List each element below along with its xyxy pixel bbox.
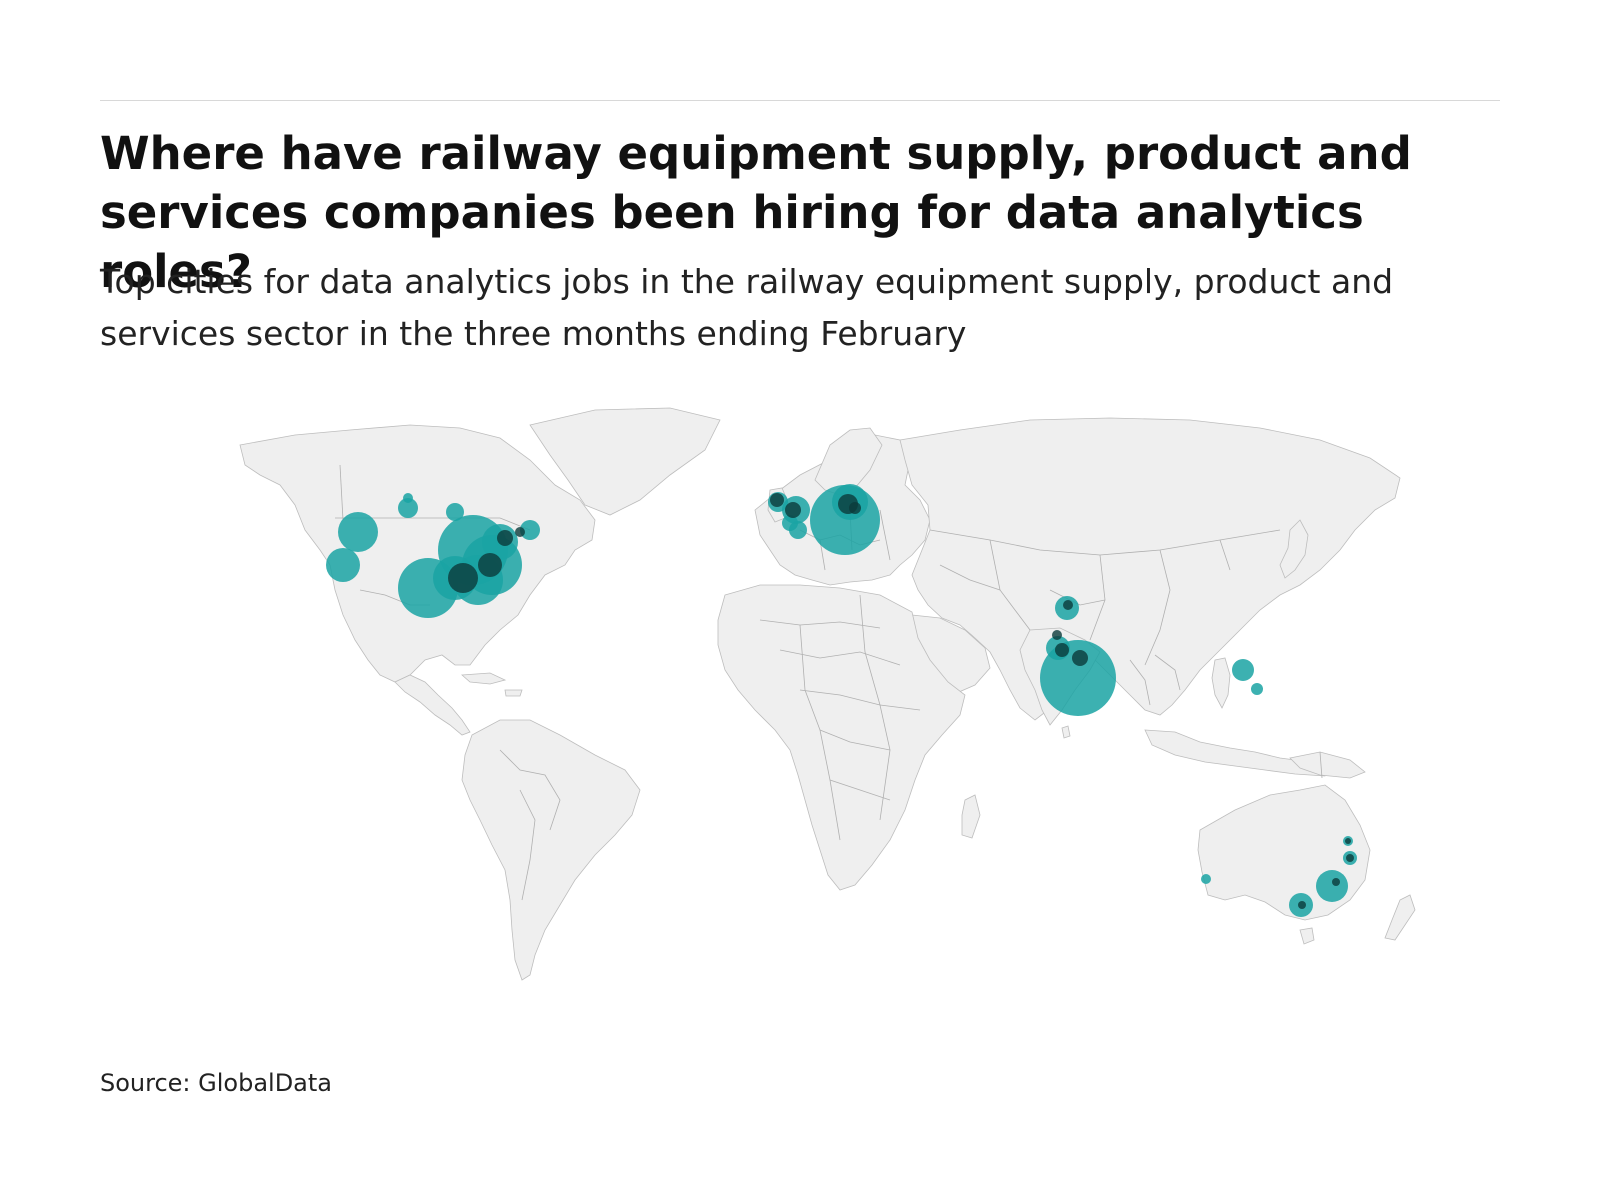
bubble-overlap-au-2	[1346, 854, 1354, 862]
page-subtitle: Top cities for data analytics jobs in th…	[100, 262, 1394, 353]
bubble-overlap-in-3	[1072, 650, 1088, 666]
bubble-philippines-2	[1251, 683, 1263, 695]
bubble-vancouver	[398, 498, 418, 518]
land-new-zealand	[1384, 894, 1416, 941]
bubble-overlap-in-4	[1052, 630, 1062, 640]
border-us-canada	[335, 517, 531, 531]
land-africa	[717, 584, 966, 891]
bubble-overlap-us-4	[515, 527, 525, 537]
page-title: Where have railway equipment supply, pro…	[100, 127, 1412, 298]
bubble-overlap-in-2	[1055, 643, 1069, 657]
bubble-overlap-au-1	[1345, 838, 1351, 844]
border-africa-3	[799, 689, 921, 711]
land-new-guinea	[1289, 751, 1366, 779]
source-note: Source: GlobalData	[100, 1069, 333, 1097]
bubble-san-francisco	[326, 548, 360, 582]
bubble-overlap-eu-1	[770, 493, 784, 507]
border-africa-2	[779, 649, 901, 666]
border-africa-1	[759, 619, 881, 629]
land-north-america	[239, 424, 596, 683]
land-japan	[1279, 519, 1309, 579]
bubble-seattle	[338, 512, 378, 552]
bubble-minneapolis	[446, 503, 464, 521]
border-africa-5	[829, 779, 891, 801]
bubble-overlap-us-1	[448, 563, 478, 593]
land-australia	[1197, 784, 1371, 921]
border-alaska	[339, 464, 344, 521]
top-rule	[100, 100, 1500, 101]
border-png	[1319, 751, 1323, 779]
land-south-america	[461, 719, 641, 981]
bubble-spain	[789, 521, 807, 539]
border-south-america-1	[499, 749, 561, 831]
bubble-overlap-eu-2	[785, 502, 801, 518]
bubble-perth	[1201, 874, 1211, 884]
land-tasmania	[1299, 927, 1315, 945]
land-caribbean	[461, 672, 523, 697]
world-map-svg	[239, 407, 1416, 981]
bubble-overlap-in-1	[1063, 600, 1073, 610]
bubble-overlap-us-3	[497, 530, 513, 546]
land-madagascar	[961, 794, 981, 839]
border-africa-4	[819, 729, 891, 751]
bubble-sydney	[1316, 870, 1348, 902]
border-se-asia	[1129, 654, 1181, 706]
land-greenland	[529, 407, 721, 516]
border-asia-3	[1144, 539, 1231, 666]
land-central-america	[394, 674, 471, 736]
bubble-overlap-eu-4	[849, 502, 861, 514]
world-map	[200, 390, 1510, 1010]
bubble-manila	[1232, 659, 1254, 681]
border-africa-7	[859, 594, 891, 821]
city-bubbles	[326, 484, 1357, 917]
bubble-calgary	[403, 493, 413, 503]
bubble-boston	[520, 520, 540, 540]
land-philippines	[1211, 657, 1231, 709]
bubble-overlap-au-3	[1332, 878, 1340, 886]
land-sri-lanka	[1061, 725, 1071, 739]
border-africa-6	[799, 624, 841, 841]
border-south-america-2	[519, 789, 536, 901]
border-asia-4	[939, 564, 1106, 606]
bubble-overlap-us-2	[478, 553, 502, 577]
bubble-overlap-au-4	[1298, 901, 1306, 909]
